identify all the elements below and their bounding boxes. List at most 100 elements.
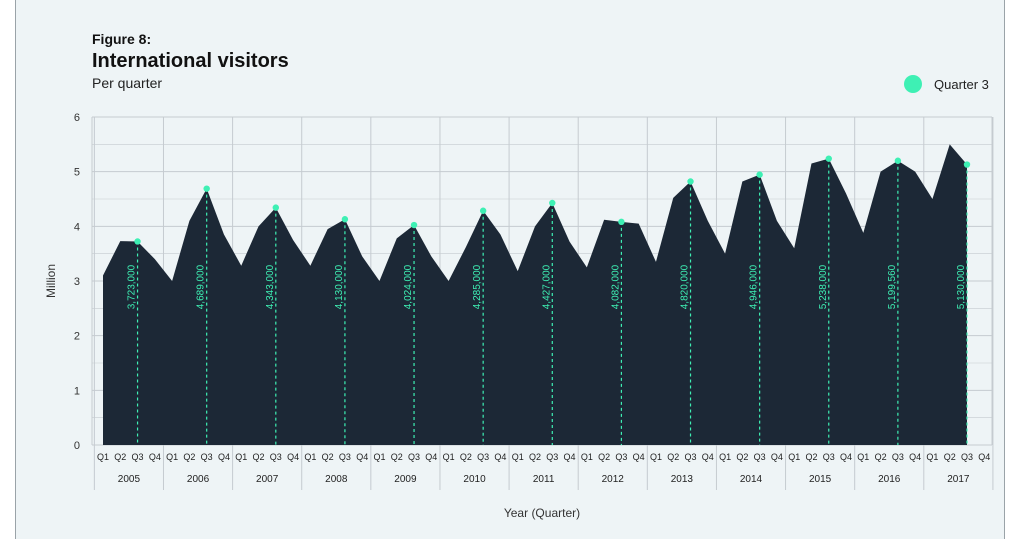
x-quarter-label: Q2 <box>183 452 195 462</box>
y-tick-label: 6 <box>74 112 80 124</box>
x-quarter-label: Q2 <box>391 452 403 462</box>
x-quarter-label: Q4 <box>702 452 714 462</box>
x-axis-title: Year (Quarter) <box>504 506 580 520</box>
x-quarter-label: Q1 <box>97 452 109 462</box>
x-quarter-label: Q2 <box>875 452 887 462</box>
q3-marker <box>894 157 902 164</box>
x-quarter-label: Q1 <box>719 452 731 462</box>
x-year-label: 2009 <box>394 474 417 485</box>
x-quarter-label: Q1 <box>512 452 524 462</box>
x-quarter-label: Q3 <box>685 452 697 462</box>
x-year-label: 2008 <box>325 474 348 485</box>
legend-dot-icon <box>904 75 922 93</box>
x-quarter-label: Q3 <box>270 452 282 462</box>
y-tick-label: 5 <box>74 167 80 179</box>
q3-value-label: 5,238,000 <box>818 264 829 309</box>
x-quarter-label: Q4 <box>149 452 161 462</box>
x-quarter-label: Q4 <box>771 452 783 462</box>
x-year-label: 2005 <box>118 474 141 485</box>
q3-marker <box>134 238 141 245</box>
x-quarter-label: Q4 <box>287 452 299 462</box>
q3-marker <box>963 161 971 168</box>
x-quarter-label: Q3 <box>339 452 351 462</box>
q3-value-label: 4,946,000 <box>749 264 760 309</box>
x-quarter-label: Q2 <box>460 452 472 462</box>
y-tick-label: 0 <box>74 440 80 452</box>
x-quarter-label: Q1 <box>235 452 247 462</box>
x-quarter-label: Q3 <box>408 452 420 462</box>
x-quarter-label: Q4 <box>840 452 852 462</box>
x-quarter-label: Q1 <box>166 452 178 462</box>
x-quarter-label: Q3 <box>477 452 489 462</box>
x-quarter-label: Q2 <box>322 452 334 462</box>
x-quarter-label: Q4 <box>218 452 230 462</box>
x-quarter-label: Q1 <box>373 452 385 462</box>
x-quarter-label: Q1 <box>443 452 455 462</box>
x-quarter-label: Q4 <box>564 452 576 462</box>
q3-value-label: 4,343,000 <box>265 264 276 309</box>
x-quarter-label: Q3 <box>615 452 627 462</box>
q3-marker <box>618 218 625 226</box>
y-tick-label: 1 <box>74 385 80 397</box>
chart-subtitle: Per quarter <box>92 75 163 91</box>
q3-value-label: 5,199,560 <box>887 264 898 309</box>
q3-marker <box>825 155 832 162</box>
x-quarter-label: Q1 <box>304 452 316 462</box>
x-year-label: 2007 <box>256 474 279 485</box>
x-quarter-label: Q3 <box>961 452 973 462</box>
q3-value-label: 5,130,000 <box>956 264 967 309</box>
x-year-label: 2006 <box>187 474 210 485</box>
x-quarter-label: Q2 <box>667 452 679 462</box>
x-year-label: 2013 <box>671 474 694 485</box>
figure-label: Figure 8: <box>92 31 152 47</box>
x-quarter-label: Q4 <box>909 452 921 462</box>
x-quarter-label: Q4 <box>425 452 437 462</box>
q3-marker <box>479 207 487 214</box>
x-quarter-label: Q2 <box>598 452 610 462</box>
x-year-label: 2010 <box>463 474 486 485</box>
q3-value-label: 4,820,000 <box>680 264 691 309</box>
chart-title: International visitors <box>92 50 289 72</box>
x-quarter-label: Q2 <box>805 452 817 462</box>
q3-marker <box>756 171 763 178</box>
x-quarter-label: Q4 <box>978 452 990 462</box>
x-quarter-label: Q4 <box>356 452 368 462</box>
y-tick-label: 3 <box>74 276 80 288</box>
legend-label: Quarter 3 <box>934 76 989 92</box>
x-quarter-label: Q2 <box>944 452 956 462</box>
x-quarter-label: Q3 <box>823 452 835 462</box>
x-quarter-label: Q1 <box>926 452 938 462</box>
x-quarter-label: Q4 <box>633 452 645 462</box>
q3-value-label: 3,723,000 <box>127 264 138 309</box>
q3-marker <box>203 185 210 192</box>
q3-marker <box>687 178 694 185</box>
x-quarter-label: Q2 <box>114 452 126 462</box>
q3-value-label: 4,427,000 <box>541 264 552 309</box>
q3-value-label: 4,689,000 <box>196 264 207 309</box>
x-quarter-label: Q1 <box>788 452 800 462</box>
q3-value-label: 4,024,000 <box>403 264 414 309</box>
q3-marker <box>549 199 556 207</box>
q3-value-label: 4,285,000 <box>472 264 483 309</box>
x-quarter-label: Q3 <box>546 452 558 462</box>
x-quarter-label: Q2 <box>253 452 265 462</box>
x-quarter-label: Q3 <box>892 452 904 462</box>
legend: Quarter 3 <box>904 75 989 93</box>
x-year-label: 2011 <box>533 474 555 485</box>
q3-marker <box>341 216 349 223</box>
x-quarter-label: Q3 <box>754 452 766 462</box>
q3-marker <box>410 221 418 229</box>
y-axis-title: Million <box>44 264 58 298</box>
q3-value-label: 4,082,000 <box>610 264 621 309</box>
x-quarter-label: Q1 <box>581 452 593 462</box>
q3-marker <box>272 204 279 211</box>
x-quarter-label: Q2 <box>529 452 541 462</box>
x-year-label: 2017 <box>947 474 970 485</box>
x-year-label: 2016 <box>878 474 901 485</box>
x-year-label: 2012 <box>602 474 625 485</box>
x-quarter-label: Q3 <box>201 452 213 462</box>
x-year-label: 2014 <box>740 474 763 485</box>
visitors-area <box>103 144 967 445</box>
y-tick-label: 4 <box>74 221 80 233</box>
